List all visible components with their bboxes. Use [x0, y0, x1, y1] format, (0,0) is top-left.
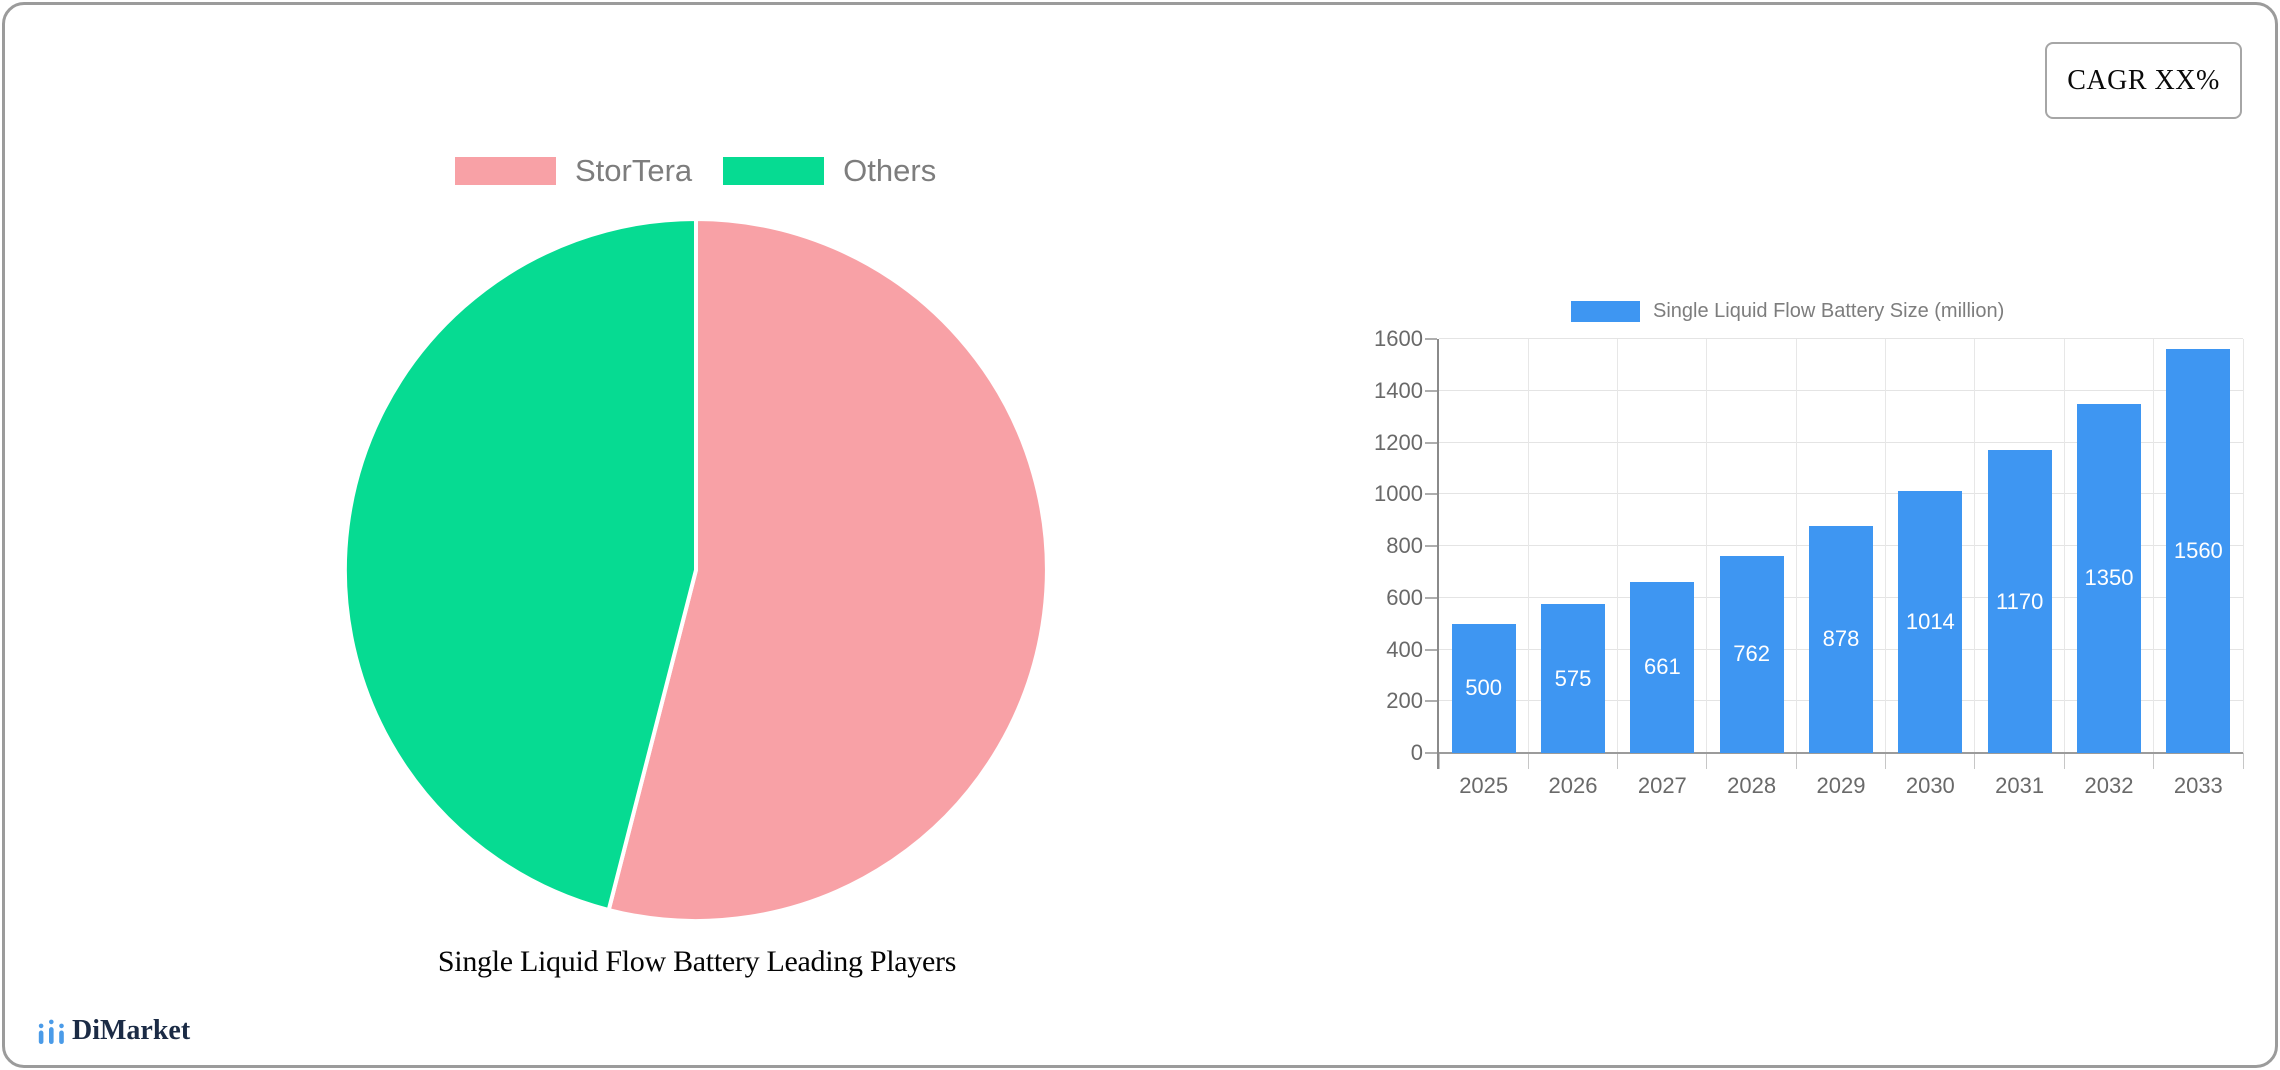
legend-swatch-stortera — [455, 157, 556, 185]
legend-label-stortera: StorTera — [575, 153, 693, 188]
x-axis-tick — [2153, 753, 2155, 769]
bar-chart-legend[interactable]: Single Liquid Flow Battery Size (million… — [1571, 300, 2004, 323]
bar-2026[interactable]: 575 — [1540, 604, 1605, 753]
x-axis-tick — [1885, 753, 1887, 769]
dimarket-logo: DiMarket — [38, 1017, 190, 1045]
y-axis-tick — [1425, 441, 1437, 444]
legend-item-stortera[interactable]: StorTera — [455, 153, 692, 189]
pie-slice-stortera[interactable] — [606, 217, 1049, 923]
y-axis-tick — [1425, 493, 1437, 496]
y-axis-line — [1437, 339, 1439, 769]
bar-value-label-2029: 878 — [1822, 626, 1860, 652]
x-axis-tick — [2063, 753, 2065, 769]
y-axis-label-600: 600 — [1386, 584, 1423, 610]
v-gridline — [2153, 339, 2155, 753]
y-axis-label-800: 800 — [1386, 533, 1423, 558]
v-gridline — [1795, 339, 1797, 753]
y-axis-label-200: 200 — [1386, 688, 1423, 714]
x-axis-label-2029: 2029 — [1816, 773, 1866, 798]
v-gridline — [1885, 339, 1887, 753]
v-gridline — [1617, 339, 1619, 753]
x-axis-label-2025: 2025 — [1459, 773, 1509, 798]
pie-legend: StorTera Others — [455, 153, 936, 189]
bar-value-label-2027: 661 — [1643, 654, 1681, 680]
bar-2029[interactable]: 878 — [1809, 525, 1873, 753]
x-axis-label-2032: 2032 — [2084, 773, 2134, 798]
v-gridline — [2063, 339, 2065, 753]
bar-value-label-2026: 575 — [1554, 665, 1592, 691]
x-axis-label-2027: 2027 — [1637, 773, 1687, 798]
bar-2028[interactable]: 762 — [1719, 555, 1784, 753]
bar-2027[interactable]: 661 — [1630, 581, 1695, 753]
pie-slice-others[interactable] — [342, 217, 698, 912]
bar-legend-label: Single Liquid Flow Battery Size (million… — [1653, 300, 2005, 322]
x-axis-tick — [1974, 753, 1976, 769]
x-axis-line — [1439, 752, 2243, 754]
cagr-box: CAGR XX% — [2045, 42, 2242, 119]
x-axis-tick — [1795, 753, 1797, 769]
v-gridline — [1527, 339, 1529, 753]
h-gridline — [1439, 493, 2243, 495]
y-axis-tick — [1425, 648, 1437, 651]
x-axis-tick — [1527, 753, 1529, 769]
bar-value-label-2028: 762 — [1733, 641, 1771, 667]
bar-2032[interactable]: 1350 — [2077, 403, 2141, 753]
x-axis-label-2033: 2033 — [2173, 773, 2223, 798]
h-gridline — [1439, 338, 2243, 339]
legend-label-others: Others — [843, 153, 937, 188]
v-gridline — [2242, 339, 2244, 753]
y-axis-tick — [1425, 700, 1437, 703]
y-axis-label-1400: 1400 — [1374, 377, 1423, 403]
y-axis-tick — [1425, 338, 1437, 340]
bar-2033[interactable]: 1560 — [2166, 349, 2231, 753]
dimarket-logo-text: DiMarket — [72, 1015, 191, 1046]
y-axis-label-1200: 1200 — [1374, 429, 1423, 455]
bar-value-label-2033: 1560 — [2173, 538, 2223, 564]
pie-chart-title: Single Liquid Flow Battery Leading Playe… — [437, 945, 957, 978]
pie-chart — [342, 217, 1049, 923]
bar-value-label-2032: 1350 — [2084, 565, 2134, 591]
x-axis-label-2030: 2030 — [1905, 773, 1955, 798]
v-gridline — [1974, 339, 1976, 753]
bar-plot-area: 0 200 400 600 800 1000 1200 1400 1600 500 2025 575 2… — [1374, 327, 2244, 798]
cagr-label: CAGR XX% — [2067, 64, 2220, 96]
h-gridline — [1439, 441, 2243, 443]
y-axis-label-1600: 1600 — [1374, 326, 1423, 351]
y-axis-tick — [1425, 389, 1437, 392]
bar-value-label-2030: 1014 — [1905, 608, 1955, 634]
bar-chart-logo-icon — [38, 1019, 64, 1044]
bar-value-label-2031: 1170 — [1996, 588, 2044, 614]
bar-2030[interactable]: 1014 — [1898, 490, 1963, 753]
x-axis-label-2026: 2026 — [1548, 773, 1598, 798]
v-gridline — [1706, 339, 1708, 753]
x-axis-label-2028: 2028 — [1727, 773, 1777, 798]
y-axis-label-0: 0 — [1410, 740, 1423, 765]
x-axis-tick — [1438, 753, 1440, 769]
y-axis-tick — [1425, 752, 1437, 754]
x-axis-tick — [2242, 753, 2244, 769]
x-axis-label-2031: 2031 — [1995, 773, 2045, 798]
x-axis-tick — [1617, 753, 1619, 769]
y-axis-tick — [1425, 545, 1437, 547]
legend-swatch-others — [723, 157, 825, 185]
y-axis-tick — [1425, 596, 1437, 599]
bar-2031[interactable]: 1170 — [1987, 450, 2052, 753]
h-gridline — [1439, 389, 2243, 391]
bar-value-label-2025: 500 — [1465, 675, 1503, 701]
legend-item-others[interactable]: Others — [723, 153, 936, 189]
x-axis-tick — [1706, 753, 1708, 769]
y-axis-label-400: 400 — [1386, 636, 1423, 662]
bar-2025[interactable]: 500 — [1451, 623, 1516, 753]
y-axis-label-1000: 1000 — [1374, 481, 1423, 507]
bar-legend-swatch — [1571, 301, 1640, 322]
